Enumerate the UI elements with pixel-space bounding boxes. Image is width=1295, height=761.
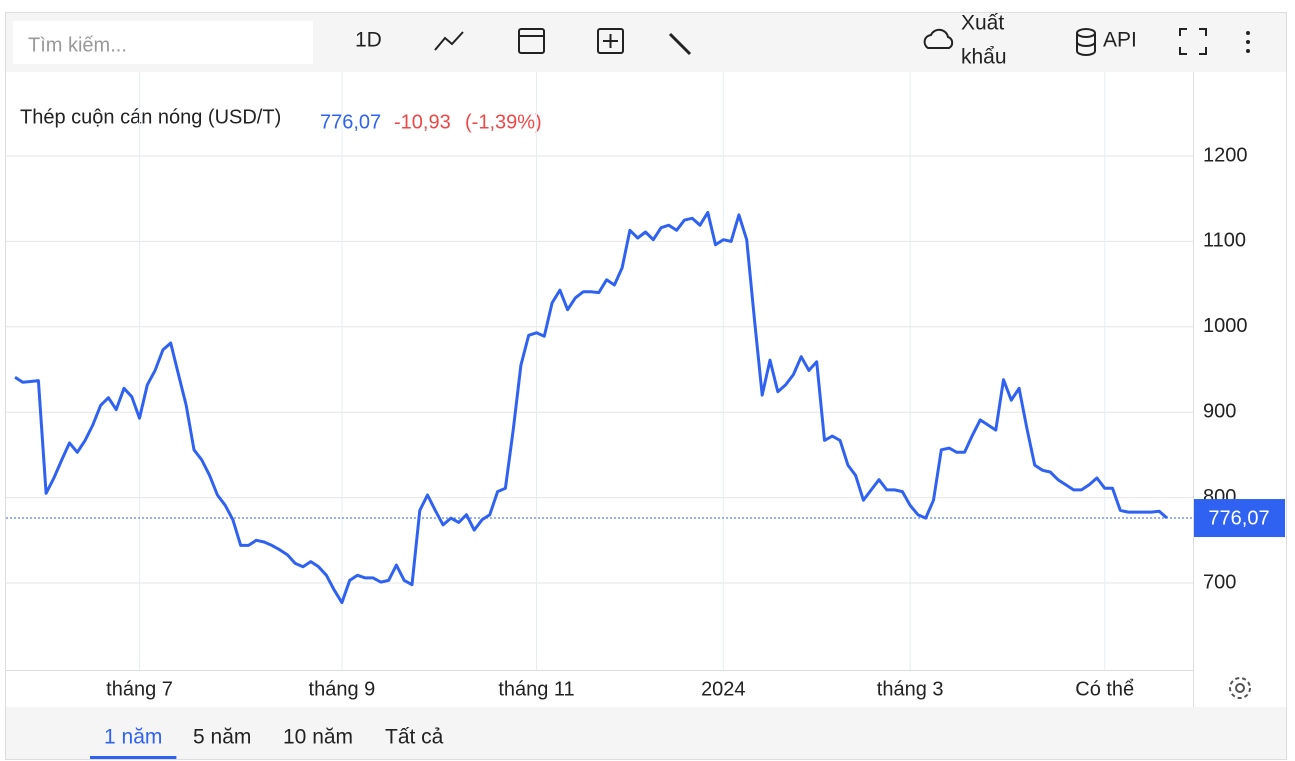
last-price-tag [1194,499,1285,538]
search-box[interactable] [13,21,313,64]
x-tick-label: tháng 7 [106,678,173,700]
x-tick-label: Có thể [1075,678,1134,700]
range-bar [6,707,1286,759]
grid [6,72,1194,707]
range-tab-underline [90,756,177,759]
x-tick-label: tháng 11 [498,678,574,700]
price-change-pct: (-1,39%) [465,111,542,133]
export-label[interactable]: khẩu [961,46,1007,69]
interval-button[interactable]: 1D [355,29,382,52]
plot [14,210,1168,605]
y-tick-label: 700 [1203,571,1236,593]
y-tick-label: 1100 [1203,230,1246,252]
toolbar-icons [434,28,1207,56]
chart-type-icon[interactable] [434,31,464,51]
fullscreen-icon[interactable] [1179,28,1207,55]
y-tick-label: 1200 [1203,144,1248,166]
x-tick-label: tháng 9 [309,678,376,700]
calendar-icon[interactable] [518,28,545,54]
export-icon[interactable] [923,28,954,49]
y-tick-label: 1000 [1203,315,1248,337]
export-label[interactable]: Xuất [961,12,1004,35]
tools-icon[interactable] [668,32,692,56]
range-tab[interactable]: 10 năm [283,726,353,749]
frame [5,12,1287,760]
price-change: -10,93 [394,111,451,133]
api-label[interactable]: API [1103,29,1137,52]
add-icon[interactable] [597,28,624,54]
search-placeholder: Tìm kiếm... [28,34,127,56]
more-icon[interactable] [1246,31,1250,53]
y-tick-label: 900 [1203,400,1236,422]
range-tab[interactable]: 5 năm [193,726,251,749]
settings-icon[interactable] [1229,677,1251,699]
price-line [14,210,1168,605]
range-tab[interactable]: Tất cả [385,726,444,749]
x-tick-label: tháng 3 [877,678,944,700]
price: 776,07 [320,111,381,133]
chart-title: Thép cuộn cán nóng (USD/T) [20,106,281,128]
x-tick-label: 2024 [701,678,746,700]
api-icon-body [1076,33,1096,56]
last-price-label: 776,07 [1208,507,1269,529]
range-tab[interactable]: 1 năm [104,726,162,749]
